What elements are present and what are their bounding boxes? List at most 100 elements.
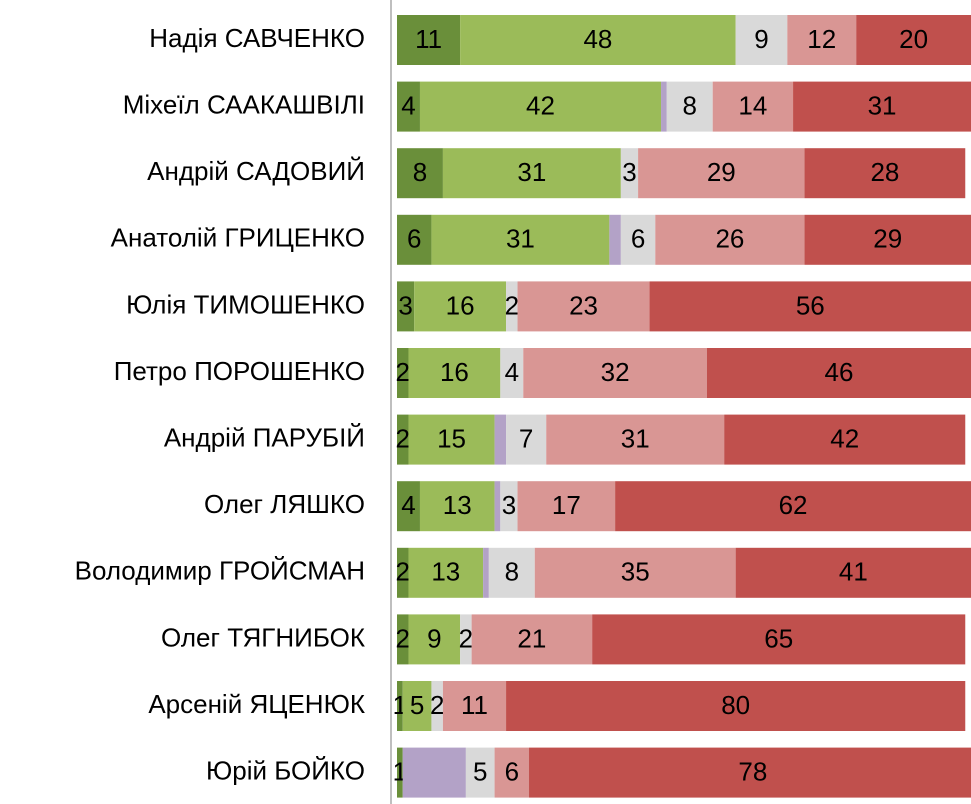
value-label: 5 — [410, 690, 424, 720]
value-label: 28 — [870, 157, 899, 187]
bar-segment — [419, 481, 495, 532]
bar-segment — [517, 281, 650, 332]
value-label: 80 — [721, 690, 750, 720]
value-label: 16 — [446, 290, 475, 320]
category-label: Петро ПОРОШЕНКО — [114, 356, 365, 386]
bar-segment — [506, 681, 966, 731]
bar-segment — [661, 81, 667, 132]
bar-segment — [592, 614, 966, 665]
bar-segment — [397, 148, 443, 199]
value-label: 2 — [459, 623, 473, 653]
value-label: 11 — [415, 24, 442, 54]
category-label: Андрій ПАРУБІЙ — [164, 422, 365, 452]
bar-segment — [431, 681, 443, 731]
bar-segment — [397, 15, 461, 65]
category-label: Юлія ТИМОШЕНКО — [126, 289, 365, 319]
value-label: 23 — [569, 290, 598, 320]
value-label: 7 — [519, 423, 533, 453]
value-label: 31 — [517, 157, 546, 187]
value-label: 14 — [738, 90, 767, 120]
value-label: 26 — [715, 224, 744, 254]
bar-segment — [615, 481, 971, 532]
value-label: 65 — [764, 623, 793, 653]
value-label: 3 — [622, 157, 636, 187]
value-label: 48 — [583, 24, 612, 54]
value-label: 4 — [401, 90, 415, 120]
bar-segment — [488, 547, 535, 598]
bar-segment — [804, 148, 966, 199]
bar-segment — [471, 614, 593, 665]
bar-segment — [397, 547, 409, 598]
value-label: 6 — [505, 756, 519, 786]
bar-segment — [397, 214, 432, 265]
bar-segment — [506, 281, 518, 332]
category-label: Андрій САДОВИЙ — [147, 156, 365, 186]
category-label: Володимир ГРОЙСМАН — [75, 556, 365, 586]
bar-segment — [609, 214, 621, 265]
value-label: 9 — [754, 24, 768, 54]
bar-segment — [638, 148, 805, 199]
bar-segment — [655, 214, 805, 265]
bar-segment — [500, 348, 524, 398]
bar-segment — [408, 348, 501, 398]
bar-segment — [712, 81, 794, 132]
value-label: 46 — [825, 357, 854, 387]
value-label: 8 — [413, 157, 427, 187]
value-label: 13 — [443, 490, 472, 520]
value-label: 9 — [427, 623, 441, 653]
bar-segment — [506, 414, 547, 465]
bar-segment — [397, 414, 409, 465]
bar-segment — [397, 747, 403, 798]
value-label: 6 — [407, 224, 421, 254]
bar-segment — [397, 681, 403, 731]
value-label: 31 — [621, 423, 650, 453]
value-label: 3 — [502, 490, 516, 520]
value-label: 12 — [807, 24, 836, 54]
value-label: 8 — [505, 557, 519, 587]
value-label: 56 — [796, 290, 825, 320]
bar-segment — [724, 414, 966, 465]
bar-segment — [620, 214, 656, 265]
bar-segment — [494, 414, 507, 465]
bar-segment — [408, 414, 495, 465]
bar-segment — [397, 348, 409, 398]
value-label: 15 — [437, 423, 466, 453]
value-label: 13 — [431, 557, 460, 587]
value-label: 2 — [430, 690, 444, 720]
bar-segment — [397, 481, 420, 532]
category-label: Анатолій ГРИЦЕНКО — [111, 223, 365, 253]
bar-segment — [856, 15, 971, 65]
bar-segment — [397, 81, 420, 132]
value-label: 6 — [631, 224, 645, 254]
bar-segment — [442, 148, 621, 199]
value-label: 4 — [401, 490, 415, 520]
value-label: 2 — [396, 423, 410, 453]
bar-segment — [397, 281, 415, 332]
value-label: 21 — [517, 623, 546, 653]
bar-segment — [523, 348, 707, 398]
value-label: 31 — [868, 90, 897, 120]
bar-segment — [706, 348, 971, 398]
bar-segment — [787, 15, 857, 65]
bar-segment — [397, 614, 409, 665]
bar-segment — [442, 681, 507, 731]
value-label: 20 — [899, 24, 928, 54]
value-label: 32 — [601, 357, 630, 387]
category-label: Арсеній ЯЦЕНЮК — [148, 689, 365, 719]
bar-segment — [431, 214, 610, 265]
value-label: 16 — [440, 357, 469, 387]
category-label: Олег ТЯГНИБОК — [161, 622, 365, 652]
bar-segment — [483, 547, 489, 598]
value-label: 5 — [473, 756, 487, 786]
bar-segment — [408, 547, 484, 598]
value-label: 2 — [396, 557, 410, 587]
value-label: 42 — [830, 423, 859, 453]
value-label: 78 — [738, 756, 767, 786]
value-label: 35 — [621, 557, 650, 587]
value-label: 62 — [779, 490, 808, 520]
bar-segment — [546, 414, 725, 465]
bar-segment — [620, 148, 639, 199]
bar-segment — [804, 214, 971, 265]
bar-segment — [460, 15, 736, 65]
